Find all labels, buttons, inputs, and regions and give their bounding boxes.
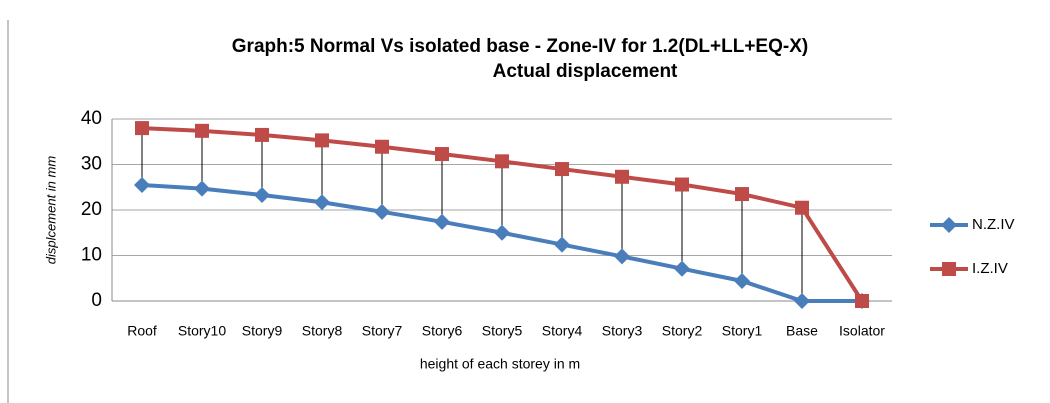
data-point <box>795 200 809 215</box>
x-tick-label: Story8 <box>302 323 343 339</box>
data-point <box>494 224 510 241</box>
x-tick-label: Story5 <box>482 323 523 339</box>
x-tick-label: Story4 <box>542 323 583 339</box>
data-point <box>434 213 450 230</box>
legend-label: I.Z.IV <box>972 260 1008 277</box>
x-tick-label: Story2 <box>662 323 703 339</box>
data-point <box>734 272 750 289</box>
x-tick-label: Story3 <box>602 323 643 339</box>
data-point <box>195 123 209 138</box>
data-point <box>255 127 269 142</box>
data-point <box>794 293 810 309</box>
y-tick-label: 10 <box>81 245 102 266</box>
x-tick-label: Roof <box>127 323 157 339</box>
x-tick-label: Story1 <box>722 323 763 339</box>
y-tick-label: 20 <box>81 199 102 220</box>
data-point <box>374 203 390 220</box>
data-point <box>435 147 449 162</box>
data-point <box>314 194 330 211</box>
x-tick-label: Story7 <box>362 323 403 339</box>
y-tick-label: 0 <box>91 290 102 311</box>
data-point <box>555 162 569 177</box>
data-point <box>675 177 689 192</box>
data-point <box>375 139 389 154</box>
chart-subtitle: Actual displacement <box>493 61 678 82</box>
data-point <box>135 121 149 136</box>
data-point <box>134 176 150 193</box>
data-point <box>495 154 509 169</box>
x-tick-label: Isolator <box>839 323 885 339</box>
chart-title: Graph:5 Normal Vs isolated base - Zone-I… <box>232 36 808 57</box>
data-point <box>315 133 329 148</box>
x-tick-label: Story6 <box>422 323 463 339</box>
data-point <box>674 260 690 277</box>
data-point <box>554 236 570 253</box>
legend-label: N.Z.IV <box>972 216 1015 233</box>
y-tick-label: 40 <box>81 108 102 129</box>
x-tick-label: Story9 <box>242 323 283 339</box>
legend-marker <box>942 262 956 276</box>
x-tick-label: Base <box>786 323 818 339</box>
y-axis-label: displcement in mm <box>43 156 58 265</box>
data-point <box>855 294 869 308</box>
data-point <box>254 186 270 203</box>
legend-marker <box>941 217 957 233</box>
data-point <box>615 169 629 184</box>
y-tick-label: 30 <box>81 154 102 175</box>
data-point <box>735 187 749 202</box>
x-axis-label: height of each storey in m <box>420 356 580 372</box>
data-point <box>194 180 210 197</box>
data-point <box>614 248 630 265</box>
x-tick-label: Story10 <box>178 323 226 339</box>
